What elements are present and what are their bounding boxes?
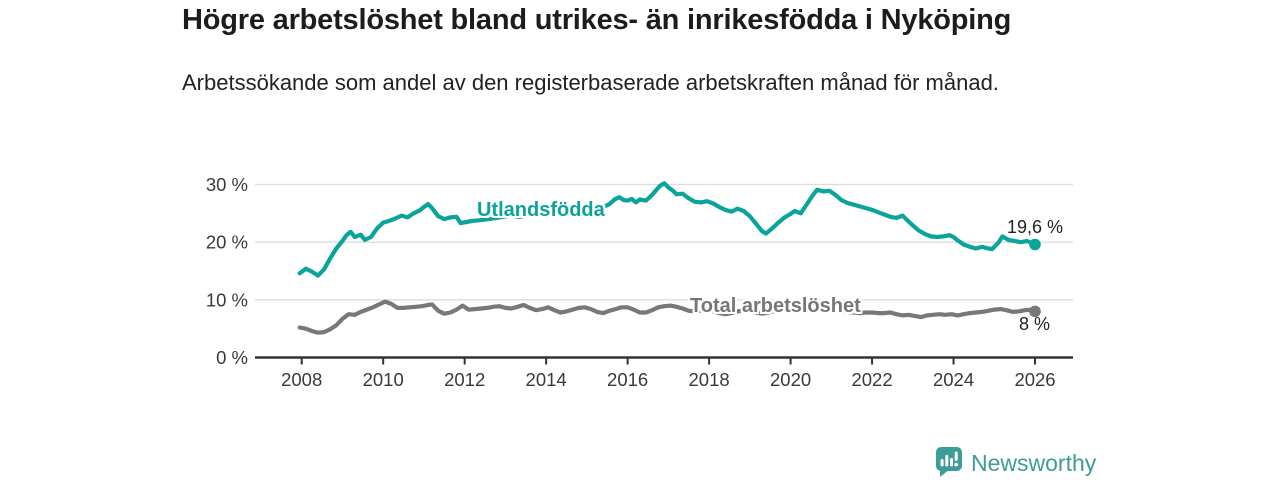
end-value-label-total: 8 % <box>1019 314 1051 334</box>
newsworthy-logo[interactable]: Newsworthy <box>936 447 1096 478</box>
x-tick-label: 2024 <box>933 369 974 390</box>
y-tick-label: 10 % <box>206 289 248 310</box>
series-end-dot <box>1029 238 1041 251</box>
y-tick-label: 30 % <box>206 174 248 195</box>
series-end-dot <box>1029 305 1041 318</box>
x-tick-label: 2022 <box>851 369 892 390</box>
x-tick-label: 2018 <box>689 369 730 390</box>
x-tick-label: 2016 <box>607 369 648 390</box>
chart-subtitle: Arbetssökande som andel av den registerb… <box>182 70 999 95</box>
series-line <box>297 299 1038 335</box>
series-label-utlandsfodda: Utlandsfödda <box>477 199 605 221</box>
x-tick-label: 2014 <box>526 369 567 390</box>
y-tick-label: 20 % <box>206 232 248 253</box>
series-label-total-arbetsloshet: Total arbetslöshet <box>690 295 861 317</box>
x-tick-label: 2020 <box>770 369 811 390</box>
x-tick-label: 2008 <box>281 369 322 390</box>
x-tick-label: 2026 <box>1014 369 1055 390</box>
bar-chart-speech-bubble-icon <box>936 447 962 477</box>
x-tick-label: 2012 <box>444 369 485 390</box>
logo-text: Newsworthy <box>971 450 1097 476</box>
end-value-label-utlandsfodda: 19,6 % <box>1007 217 1064 237</box>
y-tick-label: 0 % <box>216 347 248 368</box>
chart-title: Högre arbetslöshet bland utrikes- än inr… <box>182 4 1012 36</box>
series-line <box>297 181 1038 278</box>
x-tick-label: 2010 <box>363 369 404 390</box>
